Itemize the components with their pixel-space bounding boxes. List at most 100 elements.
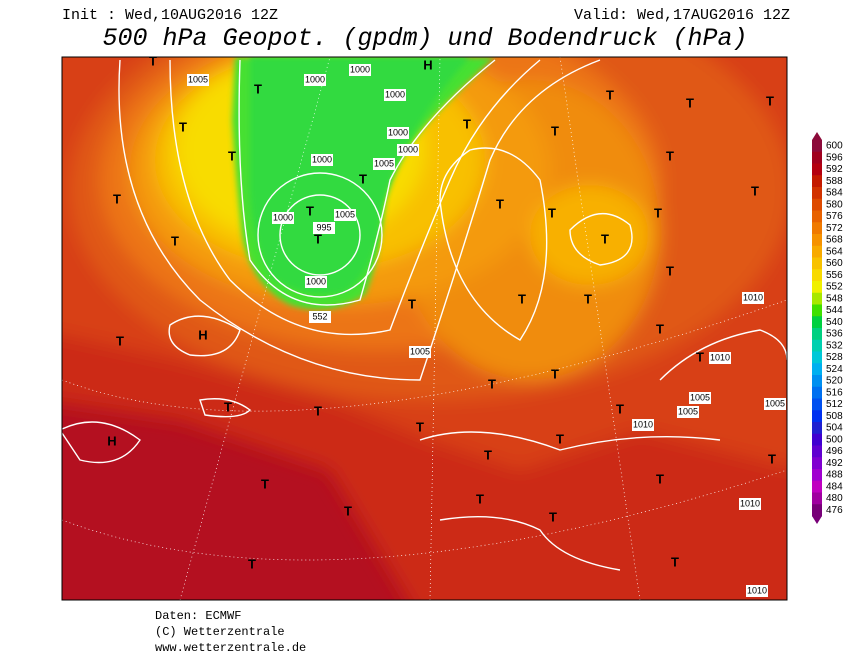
isobar-label-box (397, 144, 419, 156)
colorbar-swatch (812, 504, 822, 517)
isobar-label: 1005 (678, 406, 698, 416)
colorbar-label: 564 (826, 246, 843, 257)
colorbar-swatch (812, 292, 822, 305)
colorbar-swatch (812, 492, 822, 505)
trough-label: T (359, 171, 367, 186)
colorbar-label: 592 (826, 164, 843, 175)
colorbar-label: 552 (826, 282, 843, 293)
isobar-label-box (764, 398, 786, 410)
colorbar-label: 572 (826, 223, 843, 234)
colorbar-swatch (812, 386, 822, 399)
colorbar-swatch (812, 269, 822, 282)
colorbar-swatch (812, 234, 822, 247)
isobar-label: 1000 (385, 89, 405, 99)
isobar-label: 1010 (743, 292, 763, 302)
colorbar-label: 568 (826, 235, 843, 246)
colorbar-label: 524 (826, 364, 843, 375)
footer-copyright: (C) Wetterzentrale (155, 625, 285, 639)
colorbar-swatch (812, 363, 822, 376)
isobar-label-box (187, 74, 209, 86)
trough-label: T (408, 296, 416, 311)
colorbar-label: 500 (826, 434, 843, 445)
colorbar-swatch (812, 410, 822, 423)
colorbar-swatch (812, 339, 822, 352)
colorbar-label: 512 (826, 399, 843, 410)
isobar-label: 1005 (335, 209, 355, 219)
colorbar-bottom-arrow (812, 516, 822, 524)
isobar-label: 1010 (740, 498, 760, 508)
colorbar-label: 484 (826, 481, 843, 492)
trough-label: T (344, 503, 352, 518)
trough-label: T (751, 183, 759, 198)
isobar-label-box (305, 276, 327, 288)
trough-label: T (306, 203, 314, 218)
isobar-label-box (384, 89, 406, 101)
isobar-label: 1000 (388, 127, 408, 137)
isobar-label: 1005 (374, 158, 394, 168)
trough-label: T (686, 95, 694, 110)
valid-time: Valid: Wed,17AUG2016 12Z (574, 7, 790, 24)
trough-label: T (484, 447, 492, 462)
trough-label: T (463, 116, 471, 131)
colorbar-swatch (812, 245, 822, 258)
trough-label: T (766, 93, 774, 108)
isobar-label: 1000 (306, 276, 326, 286)
isobar-label-box (272, 212, 294, 224)
isobar-label-box (677, 406, 699, 418)
colorbar-label: 580 (826, 199, 843, 210)
colorbar-swatch (812, 422, 822, 435)
colorbar-swatch (812, 210, 822, 223)
colorbar-label: 556 (826, 270, 843, 281)
isobar-label-box (304, 74, 326, 86)
high-pressure-label: H (107, 433, 116, 448)
map-title: 500 hPa Geopot. (gpdm) und Bodendruck (h… (102, 24, 747, 53)
colorbar-swatch (812, 187, 822, 200)
trough-label: T (696, 349, 704, 364)
isobar-label-box (313, 222, 335, 234)
colorbar-label: 548 (826, 293, 843, 304)
isobar-label-box (739, 498, 761, 510)
colorbar-swatch (812, 375, 822, 388)
trough-label: T (768, 451, 776, 466)
trough-label: T (171, 233, 179, 248)
colorbar-swatch (812, 469, 822, 482)
isobar-label-box (373, 158, 395, 170)
isobar-label: 1005 (765, 398, 785, 408)
colorbar-top-arrow (812, 132, 822, 140)
trough-label: T (476, 491, 484, 506)
isobar-label-box (632, 419, 654, 431)
isobar-label: 1010 (747, 585, 767, 595)
colorbar-swatch (812, 433, 822, 446)
trough-label: T (248, 556, 256, 571)
colorbar-swatch (812, 304, 822, 317)
isobar-label-box (709, 352, 731, 364)
colorbar-label: 544 (826, 305, 843, 316)
isobar-label: 995 (316, 222, 331, 232)
colorbar-label: 508 (826, 411, 843, 422)
trough-label: T (606, 87, 614, 102)
isobar-label-box (387, 127, 409, 139)
trough-label: T (261, 476, 269, 491)
trough-label: T (549, 509, 557, 524)
trough-label: T (654, 205, 662, 220)
isobar-label-box (746, 585, 768, 597)
colorbar-label: 492 (826, 458, 843, 469)
trough-label: T (548, 205, 556, 220)
isobar-label: 1005 (410, 346, 430, 356)
colorbar-swatch (812, 281, 822, 294)
high-pressure-label: H (198, 327, 207, 342)
isobar-label: 1000 (312, 154, 332, 164)
isobar-label: 1010 (710, 352, 730, 362)
trough-label: T (584, 291, 592, 306)
trough-label: T (149, 53, 157, 68)
trough-label: T (551, 366, 559, 381)
isobar-label-box (311, 154, 333, 166)
colorbar-label: 516 (826, 387, 843, 398)
isobar-label-box (409, 346, 431, 358)
trough-label: T (518, 291, 526, 306)
trough-label: T (179, 119, 187, 134)
trough-label: T (254, 81, 262, 96)
isobar-label: 1000 (305, 74, 325, 84)
isobar-label: 1000 (273, 212, 293, 222)
